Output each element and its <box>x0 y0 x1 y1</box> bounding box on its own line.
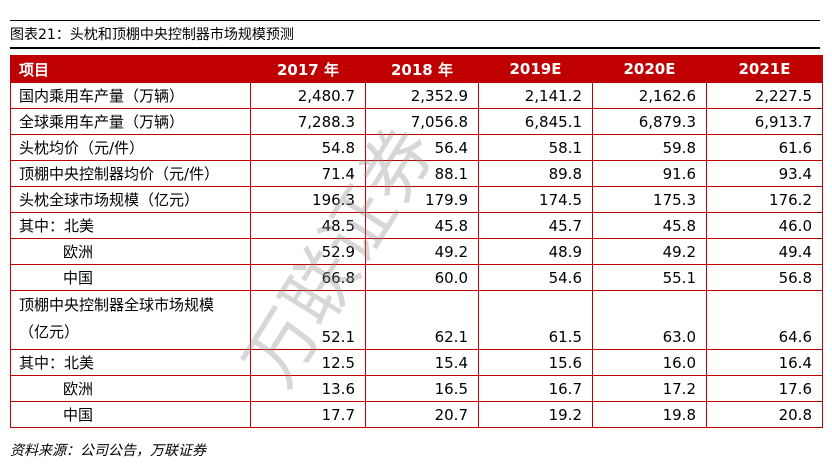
cell: 59.8 <box>592 134 707 161</box>
cell: 2,141.2 <box>478 82 593 109</box>
row-label: 头枕均价（元/件） <box>10 134 251 161</box>
cell: 64.6 <box>706 290 823 350</box>
cell: 17.6 <box>706 375 823 402</box>
cell: 46.0 <box>706 212 823 239</box>
cell: 48.5 <box>250 212 366 239</box>
cell: 45.8 <box>592 212 707 239</box>
cell: 62.1 <box>365 290 479 350</box>
header-cell: 项目 <box>10 55 251 83</box>
cell: 66.8 <box>250 264 366 291</box>
table-row: 头枕全球市场规模（亿元） 196.3 179.9 174.5 175.3 176.2 <box>10 186 823 213</box>
header-cell: 2018 年 <box>365 55 479 83</box>
cell: 17.2 <box>592 375 707 402</box>
cell: 93.4 <box>706 160 823 187</box>
header-cell: 2017 年 <box>250 55 366 83</box>
table: 项目 2017 年 2018 年 2019E 2020E 2021E 国内乘用车产量（万辆… <box>10 55 823 428</box>
cell: 7,288.3 <box>250 108 366 135</box>
row-label: 头枕全球市场规模（亿元） <box>10 186 251 213</box>
cell: 7,056.8 <box>365 108 479 135</box>
table-row: 中国 66.8 60.0 54.6 55.1 56.8 <box>10 264 823 291</box>
row-label: 全球乘用车产量（万辆） <box>10 108 251 135</box>
row-label: 顶棚中央控制器均价（元/件） <box>10 160 251 187</box>
cell: 174.5 <box>478 186 593 213</box>
source-note: 资料来源：公司公告，万联证券 <box>10 443 206 459</box>
cell: 58.1 <box>478 134 593 161</box>
table-row: 欧洲 52.9 49.2 48.9 49.2 49.4 <box>10 238 823 265</box>
cell: 6,879.3 <box>592 108 707 135</box>
cell: 196.3 <box>250 186 366 213</box>
cell: 20.8 <box>706 401 823 428</box>
cell: 49.2 <box>365 238 479 265</box>
cell: 2,162.6 <box>592 82 707 109</box>
cell: 63.0 <box>592 290 707 350</box>
row-label: 中国 <box>10 401 251 428</box>
cell: 49.2 <box>592 238 707 265</box>
cell: 45.8 <box>365 212 479 239</box>
cell: 16.0 <box>592 349 707 376</box>
header-row: 项目 2017 年 2018 年 2019E 2020E 2021E <box>10 55 823 83</box>
cell: 91.6 <box>592 160 707 187</box>
cell: 176.2 <box>706 186 823 213</box>
cell: 15.4 <box>365 349 479 376</box>
table-row: 国内乘用车产量（万辆） 2,480.7 2,352.9 2,141.2 2,162.6 2… <box>10 82 823 109</box>
header-cell: 2021E <box>706 55 823 83</box>
table-row: 其中：北美 48.5 45.8 45.7 45.8 46.0 <box>10 212 823 239</box>
cell: 19.8 <box>592 401 707 428</box>
cell: 2,480.7 <box>250 82 366 109</box>
cell: 61.5 <box>478 290 593 350</box>
table-row: 顶棚中央控制器全球市场规模（亿元） 52.1 62.1 61.5 63.0 64.6 <box>10 290 823 350</box>
table-row: 欧洲 13.6 16.5 16.7 17.2 17.6 <box>10 375 823 402</box>
cell: 2,352.9 <box>365 82 479 109</box>
row-label: 国内乘用车产量（万辆） <box>10 82 251 109</box>
table-row: 其中：北美 12.5 15.4 15.6 16.0 16.4 <box>10 349 823 376</box>
row-label: 顶棚中央控制器全球市场规模（亿元） <box>10 290 251 350</box>
cell: 48.9 <box>478 238 593 265</box>
cell: 56.4 <box>365 134 479 161</box>
table-row: 顶棚中央控制器均价（元/件） 71.4 88.1 89.8 91.6 93.4 <box>10 160 823 187</box>
cell: 15.6 <box>478 349 593 376</box>
cell: 19.2 <box>478 401 593 428</box>
cell: 175.3 <box>592 186 707 213</box>
cell: 89.8 <box>478 160 593 187</box>
cell: 20.7 <box>365 401 479 428</box>
cell: 2,227.5 <box>706 82 823 109</box>
cell: 179.9 <box>365 186 479 213</box>
row-label: 其中：北美 <box>10 212 251 239</box>
cell: 61.6 <box>706 134 823 161</box>
row-label: 其中：北美 <box>10 349 251 376</box>
cell: 49.4 <box>706 238 823 265</box>
title: 图表21：头枕和顶棚中央控制器市场规模预测 <box>10 20 820 49</box>
cell: 12.5 <box>250 349 366 376</box>
cell: 52.9 <box>250 238 366 265</box>
cell: 88.1 <box>365 160 479 187</box>
row-label: 欧洲 <box>10 375 251 402</box>
table-body: 国内乘用车产量（万辆） 2,480.7 2,352.9 2,141.2 2,162.6 2… <box>10 82 823 428</box>
header-cell: 2019E <box>478 55 593 83</box>
cell: 52.1 <box>250 290 366 350</box>
cell: 6,913.7 <box>706 108 823 135</box>
cell: 55.1 <box>592 264 707 291</box>
cell: 60.0 <box>365 264 479 291</box>
cell: 45.7 <box>478 212 593 239</box>
table-row: 头枕均价（元/件） 54.8 56.4 58.1 59.8 61.6 <box>10 134 823 161</box>
cell: 6,845.1 <box>478 108 593 135</box>
cell: 16.5 <box>365 375 479 402</box>
cell: 16.4 <box>706 349 823 376</box>
cell: 17.7 <box>250 401 366 428</box>
cell: 16.7 <box>478 375 593 402</box>
cell: 56.8 <box>706 264 823 291</box>
cell: 13.6 <box>250 375 366 402</box>
cell: 54.8 <box>250 134 366 161</box>
cell: 71.4 <box>250 160 366 187</box>
table-row: 全球乘用车产量（万辆） 7,288.3 7,056.8 6,845.1 6,879.3 6… <box>10 108 823 135</box>
row-label: 欧洲 <box>10 238 251 265</box>
table-row: 中国 17.7 20.7 19.2 19.8 20.8 <box>10 401 823 428</box>
header-cell: 2020E <box>592 55 707 83</box>
row-label: 中国 <box>10 264 251 291</box>
cell: 54.6 <box>478 264 593 291</box>
